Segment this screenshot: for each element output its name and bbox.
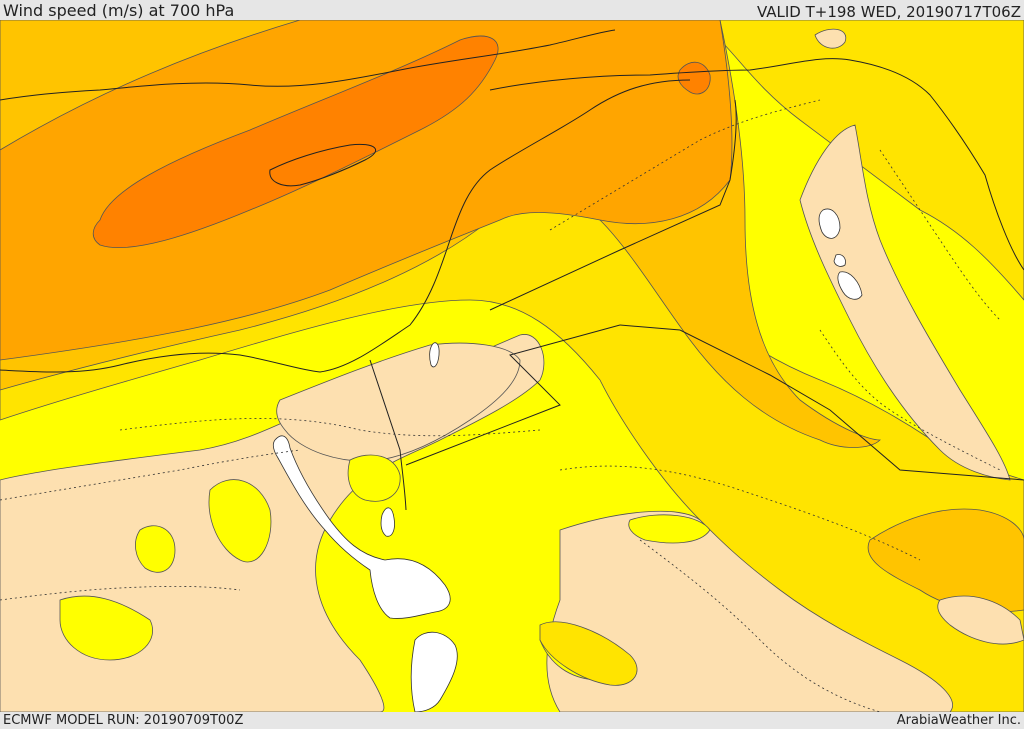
province-border-3 xyxy=(549,99,821,231)
light-island-5 xyxy=(628,514,711,544)
lake-habbaniyah-water xyxy=(837,271,863,300)
light-island-2 xyxy=(135,525,176,573)
calm-zone-arabia xyxy=(546,510,953,712)
south-red-sea-water xyxy=(410,631,458,712)
turkey-coastline xyxy=(0,29,616,101)
country-border-4 xyxy=(619,324,1024,481)
dead-sea-water xyxy=(429,342,440,368)
country-border-2 xyxy=(405,324,621,466)
strong-band xyxy=(0,20,733,361)
calm-patch-north-1 xyxy=(814,28,847,49)
light-island-1 xyxy=(208,479,272,563)
light-island-3 xyxy=(59,595,153,661)
calm-zone-iraq xyxy=(799,124,1011,481)
footer-bar: ECMWF MODEL RUN: 20190709T00Z ArabiaWeat… xyxy=(0,712,1024,729)
mediterranean-coastline xyxy=(0,79,691,373)
lake-tharthar-water xyxy=(818,208,841,239)
valid-time: VALID T+198 WED, 20190717T06Z xyxy=(756,3,1021,21)
calm-patch-southeast xyxy=(937,595,1024,645)
header-bar: Wind speed (m/s) at 700 hPa VALID T+198 … xyxy=(0,0,1024,20)
country-border-5 xyxy=(489,58,1024,271)
province-border-7 xyxy=(0,585,241,601)
model-run-label: ECMWF MODEL RUN: 20190709T00Z xyxy=(3,713,244,728)
province-border-4 xyxy=(559,465,921,561)
red-sea-water xyxy=(272,435,451,619)
calm-zone-sinai xyxy=(276,342,521,462)
wind-speed-map[interactable] xyxy=(0,20,1024,712)
map-title: Wind speed (m/s) at 700 hPa xyxy=(3,1,235,20)
country-border-1 xyxy=(369,359,407,511)
very-strong-core xyxy=(92,35,499,248)
province-border-1 xyxy=(119,418,541,437)
very-strong-patch xyxy=(677,61,711,95)
province-border-8 xyxy=(879,149,1001,321)
moderate-patch-south xyxy=(539,621,638,686)
brand-label: ArabiaWeather Inc. xyxy=(896,713,1021,728)
province-border-5 xyxy=(639,539,881,712)
small-lake-water xyxy=(833,254,846,267)
light-island-4 xyxy=(347,454,401,502)
cyprus-outline xyxy=(269,143,377,187)
gulf-of-aqaba-water xyxy=(380,507,395,537)
country-border-3 xyxy=(489,99,737,311)
